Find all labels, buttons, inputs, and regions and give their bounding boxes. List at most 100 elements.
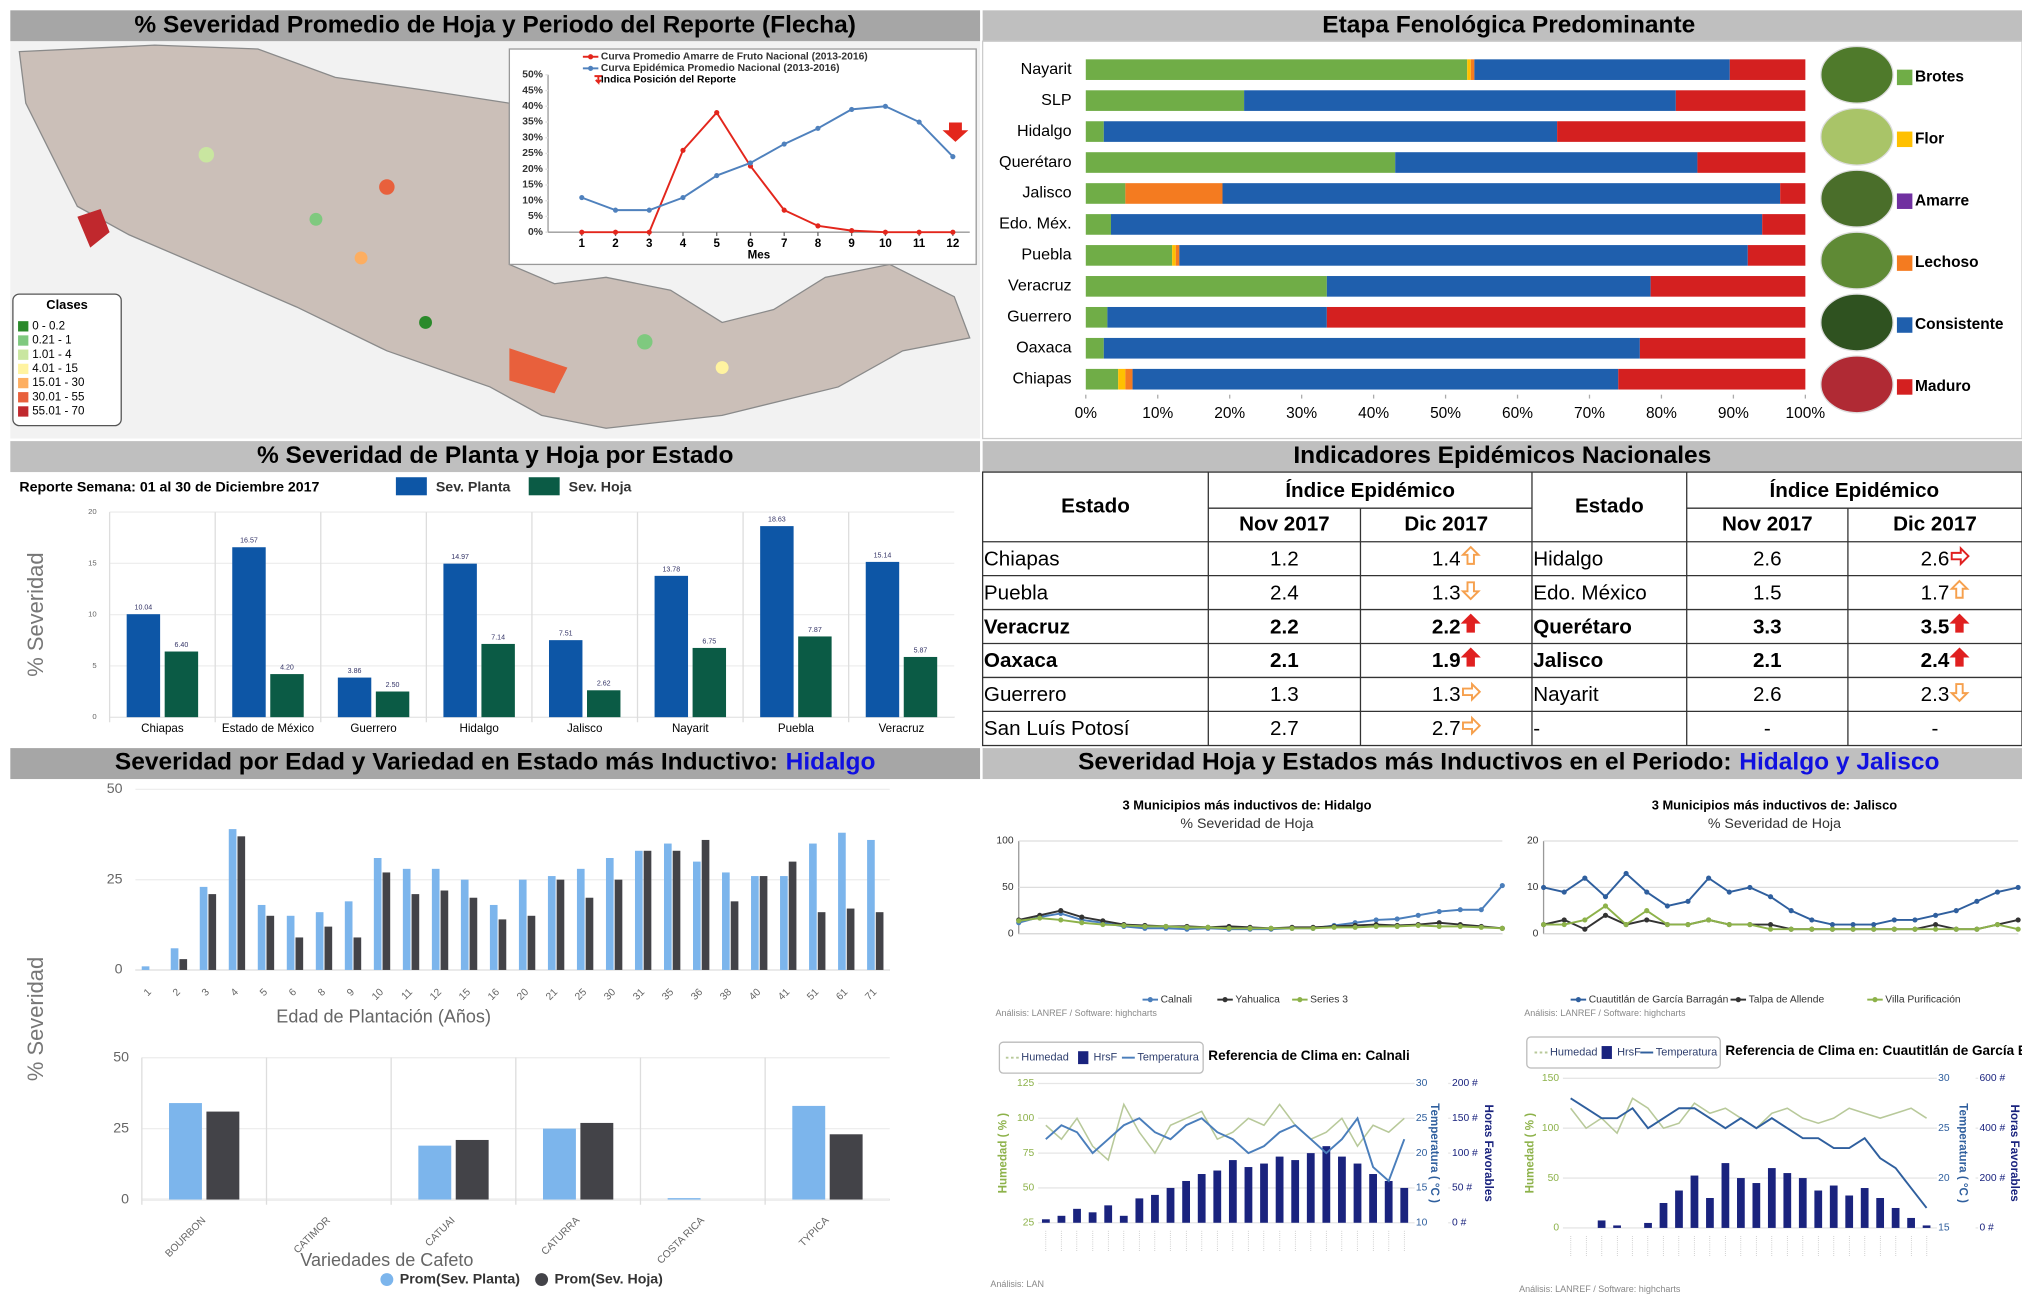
bar <box>237 836 245 970</box>
x-tick-label: 10% <box>1142 405 1173 422</box>
point <box>1311 926 1316 931</box>
legend-swatch <box>18 364 28 374</box>
y-tick-label: 50 <box>1023 1183 1035 1194</box>
legend-swatch <box>18 350 28 360</box>
y-axis-label: Humedad ( % ) <box>1524 1113 1537 1194</box>
bar <box>1135 1198 1143 1222</box>
bar <box>1198 1174 1206 1223</box>
point <box>1644 889 1649 894</box>
y-tick-label: Edo. Méx. <box>999 215 1072 233</box>
bar <box>1322 1146 1330 1223</box>
x-tick-label: Hidalgo <box>459 722 498 735</box>
x-tick-label: ·········· <box>1815 1235 1822 1256</box>
bar <box>577 869 585 970</box>
table-cell: Nayarit <box>1533 683 1599 706</box>
bar <box>789 862 797 970</box>
y-tick-label: 25 <box>1416 1113 1428 1124</box>
table-header: Índice Epidémico <box>1285 479 1455 502</box>
y-tick-label: 100 <box>1017 1113 1034 1124</box>
point <box>1665 903 1670 908</box>
bar <box>528 916 536 970</box>
x-tick-label: 60% <box>1502 405 1533 422</box>
bar-segment <box>1086 59 1467 80</box>
legend-label: Curva Promedio Amarre de Fruto Nacional … <box>601 51 868 62</box>
y-tick-label: Veracruz <box>1008 277 1072 295</box>
photo <box>1821 170 1893 227</box>
point <box>849 228 854 233</box>
bar <box>403 869 411 970</box>
x-tick-label: ·········· <box>1043 1230 1050 1251</box>
bar <box>587 690 620 717</box>
value-label: 4.20 <box>280 664 294 672</box>
point <box>1954 927 1959 932</box>
legend-label: Sev. Hoja <box>569 479 632 495</box>
bar-segment <box>1244 90 1676 111</box>
bar <box>1861 1188 1869 1228</box>
bar <box>441 891 449 970</box>
bar <box>798 636 831 717</box>
y-tick-label: 30 <box>1938 1073 1950 1084</box>
point <box>1353 925 1358 930</box>
bar <box>169 1103 202 1199</box>
point <box>1830 922 1835 927</box>
y-axis-label: Temperatura ( °C ) <box>1957 1103 1970 1203</box>
value-label: 7.87 <box>808 626 822 634</box>
bar <box>1042 1219 1050 1222</box>
table-cell: 2.6 <box>1753 547 1782 570</box>
y-tick-label: Guerrero <box>1007 308 1071 326</box>
bar <box>418 1146 451 1200</box>
y-tick-label: 0 <box>1533 929 1539 940</box>
legend-label: 1.01 - 4 <box>32 348 72 361</box>
panel-title: % Severidad de Planta y Hoja por Estado <box>257 442 734 469</box>
legend-label: Calnali <box>1161 994 1192 1005</box>
chart-subtitle: % Severidad de Hoja <box>1708 816 1841 832</box>
y-tick-label: 15 <box>1416 1183 1428 1194</box>
point <box>680 195 685 200</box>
photo <box>1821 294 1893 351</box>
point <box>1933 922 1938 927</box>
table-cell: Querétaro <box>1533 615 1632 638</box>
x-tick-label: Jalisco <box>567 722 602 735</box>
x-tick-label: ·········· <box>1861 1235 1868 1256</box>
value-label: 2.62 <box>597 680 611 688</box>
bar-segment <box>1107 307 1326 328</box>
bar <box>266 916 274 970</box>
bar-segment <box>1125 369 1132 390</box>
table-cell: 2.1 <box>1270 649 1299 672</box>
x-tick-label: ·········· <box>1214 1230 1221 1251</box>
point <box>1603 894 1608 899</box>
bar <box>443 564 476 718</box>
point <box>1603 913 1608 918</box>
photo <box>1821 232 1893 289</box>
bar-segment <box>1748 245 1806 266</box>
legend-swatch <box>1897 379 1912 394</box>
point <box>1582 876 1587 881</box>
legend-swatch <box>1078 1051 1088 1064</box>
point <box>1624 871 1629 876</box>
table-header: Estado <box>1061 494 1130 517</box>
point <box>1892 917 1897 922</box>
y-axis-label: Temperatura ( °C ) <box>1428 1103 1441 1203</box>
y-tick-label: 10 <box>1527 882 1539 893</box>
y-tick-label: 0 <box>121 1191 129 1207</box>
point <box>1458 907 1463 912</box>
table-cell: 2.2 <box>1270 615 1299 638</box>
point <box>815 126 820 131</box>
legend-label: Cuautitlán de García Barragán <box>1589 994 1729 1005</box>
title-text: Severidad por Edad y Variedad en Estado … <box>115 749 778 776</box>
bar-segment <box>1104 338 1640 359</box>
legend-label: Villa Purificación <box>1885 994 1961 1005</box>
y-tick-label: 45% <box>522 85 543 96</box>
legend-label: Yahualica <box>1235 994 1280 1005</box>
bar <box>1338 1157 1346 1223</box>
point <box>1974 927 1979 932</box>
bar <box>615 880 623 970</box>
y-tick-label: 25 <box>1023 1217 1035 1228</box>
x-tick-label: ·········· <box>1583 1235 1590 1256</box>
bar <box>232 547 265 717</box>
point <box>1374 917 1379 922</box>
y-tick-label: 50 <box>1548 1173 1560 1184</box>
y-tick-label: 15% <box>522 180 543 191</box>
y-tick-label: Oaxaca <box>1016 339 1072 357</box>
point <box>1789 927 1794 932</box>
